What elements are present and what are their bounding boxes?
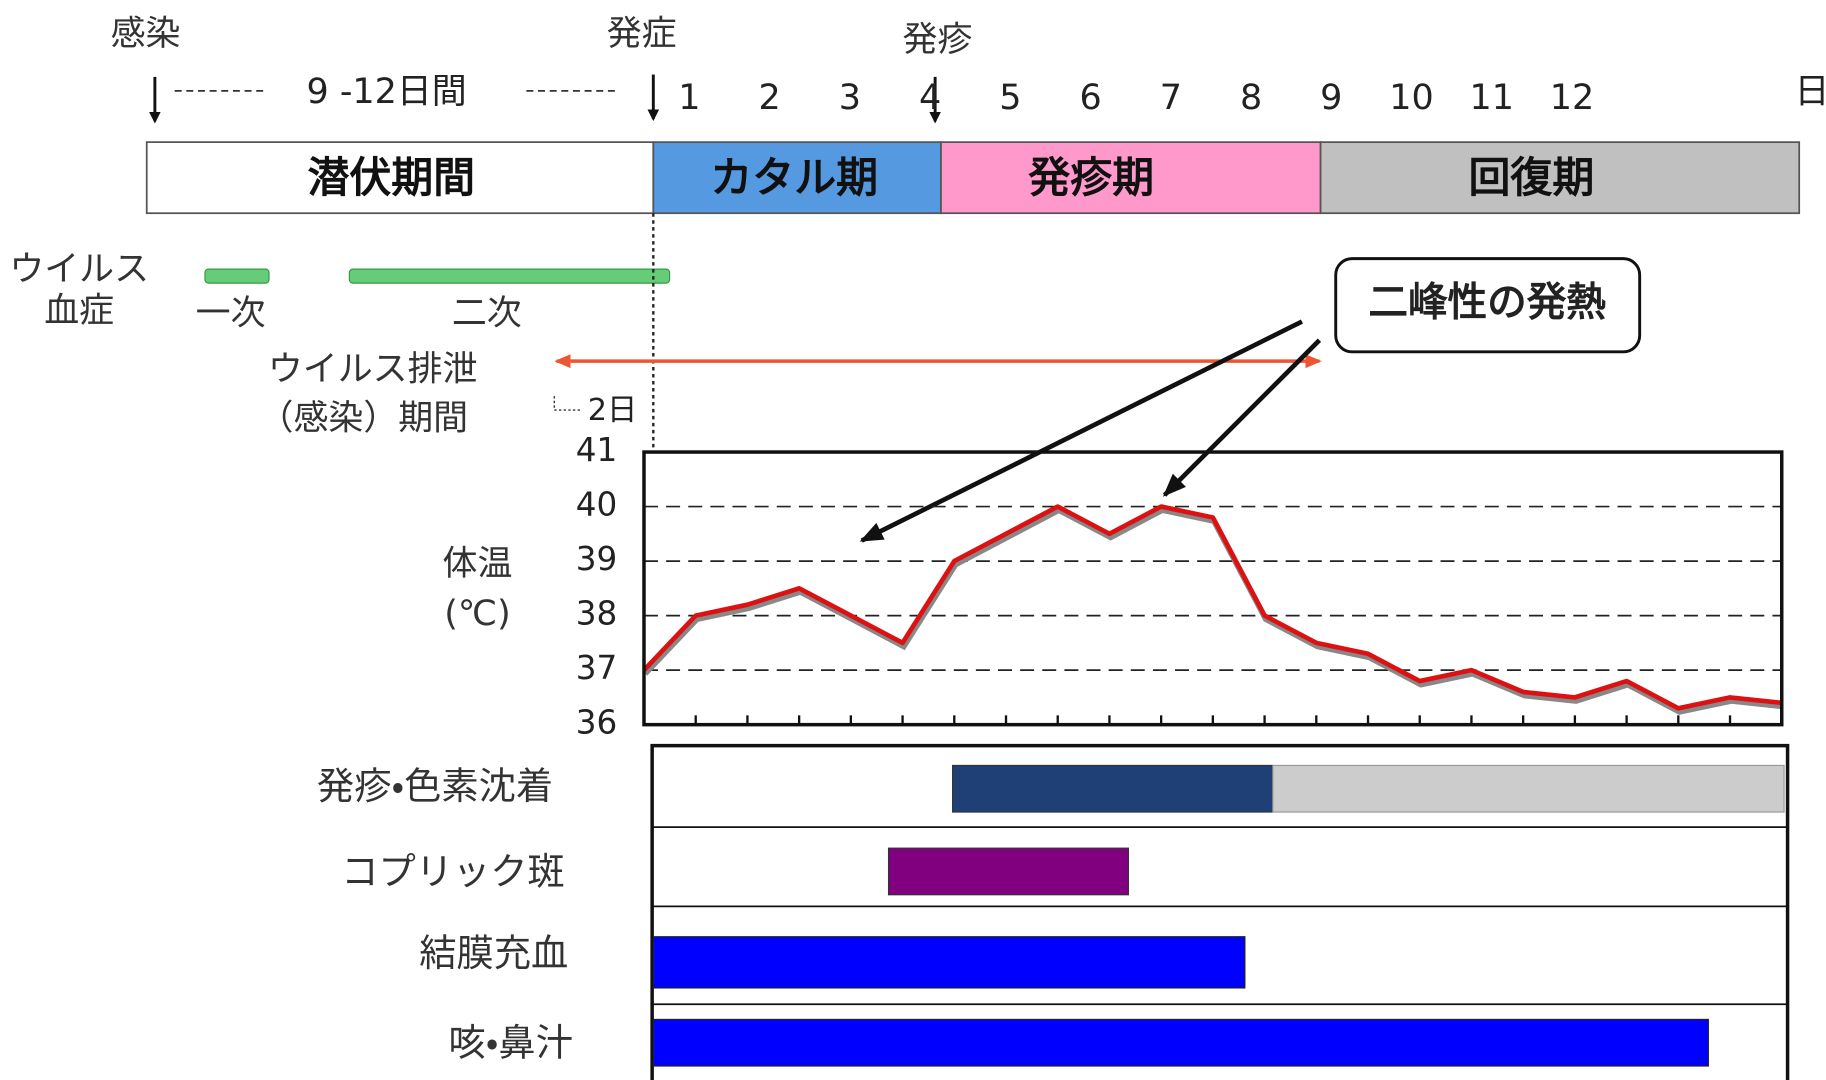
- day-axis: 1 2 3 4 5 6 7 8 9 10 11 12: [678, 78, 1594, 118]
- y-tick-label: 37: [576, 649, 617, 687]
- viremia-bar: [348, 268, 671, 284]
- symptom-bar: [1272, 764, 1785, 813]
- symptom-bar: [652, 1018, 1709, 1067]
- shedding-bracket: [553, 396, 583, 411]
- day-label: 4: [919, 78, 941, 118]
- phase-box: [1319, 141, 1801, 215]
- day-label: 8: [1240, 78, 1262, 118]
- day-label: 5: [999, 78, 1021, 118]
- y-tick-label: 40: [576, 486, 617, 524]
- rash-onset-label: 発疹: [903, 20, 973, 60]
- y-axis-label: (℃): [444, 594, 510, 634]
- viremia-label: ウイルス: [9, 249, 149, 289]
- callout-text: 二峰性の発熱: [1368, 280, 1606, 326]
- symptom-bar: [952, 764, 1274, 813]
- viremia-secondary: 二次: [452, 294, 522, 334]
- viremia-primary: 一次: [196, 294, 266, 334]
- symptom-label: コプリック斑: [341, 849, 565, 893]
- phase-box: [940, 141, 1322, 215]
- callout-arrow: [859, 319, 1303, 543]
- day-label: 11: [1470, 78, 1514, 118]
- symptom-bar: [652, 936, 1246, 989]
- day-label: 3: [839, 78, 861, 118]
- symptom-label: 結膜充血: [419, 931, 568, 975]
- symptom-bar: [887, 847, 1130, 896]
- infection-label: 感染: [111, 14, 181, 54]
- line-shadow: [643, 506, 1784, 715]
- day-label: 7: [1160, 78, 1182, 118]
- viremia-label: 血症: [44, 291, 114, 331]
- y-tick-label: 39: [576, 540, 617, 578]
- phase-label: カタル期: [710, 153, 878, 202]
- shedding-label: （感染）期間: [259, 398, 469, 438]
- temperature-line: [642, 504, 1782, 711]
- y-axis-label: 体温: [443, 544, 513, 584]
- phase-box: [652, 141, 942, 215]
- incubation-span: 9 -12日間: [307, 72, 467, 112]
- day-label: 2: [759, 78, 781, 118]
- viremia-bar: [204, 268, 270, 284]
- day-label: 6: [1079, 78, 1101, 118]
- day-label: 1: [678, 78, 700, 118]
- symptom-label: 発疹・色素沈着: [317, 764, 553, 808]
- day-label: 12: [1550, 78, 1594, 118]
- temperature-chart: 36 37 38 39 40 41: [576, 431, 1784, 742]
- phase-label: 潜伏期間: [307, 153, 475, 202]
- y-tick-label: 36: [576, 704, 617, 742]
- shedding-label: ウイルス排泄: [268, 349, 478, 389]
- callout-arrow: [1162, 338, 1322, 497]
- day-label: 10: [1389, 78, 1433, 118]
- shedding-before: 2日: [588, 393, 638, 428]
- y-tick-label: 38: [576, 595, 617, 633]
- y-tick-label: 41: [576, 431, 617, 469]
- day-unit: 日: [1795, 72, 1826, 112]
- phase-label: 回復期: [1469, 153, 1595, 202]
- phase-label: 発疹期: [1028, 153, 1154, 202]
- symptom-label: 咳・鼻汁: [449, 1021, 573, 1065]
- plot-frame: [642, 450, 1784, 727]
- day-label: 9: [1320, 78, 1342, 118]
- callout-box: [1334, 257, 1642, 354]
- phase-box: [145, 141, 655, 215]
- onset-label: 発症: [607, 14, 677, 54]
